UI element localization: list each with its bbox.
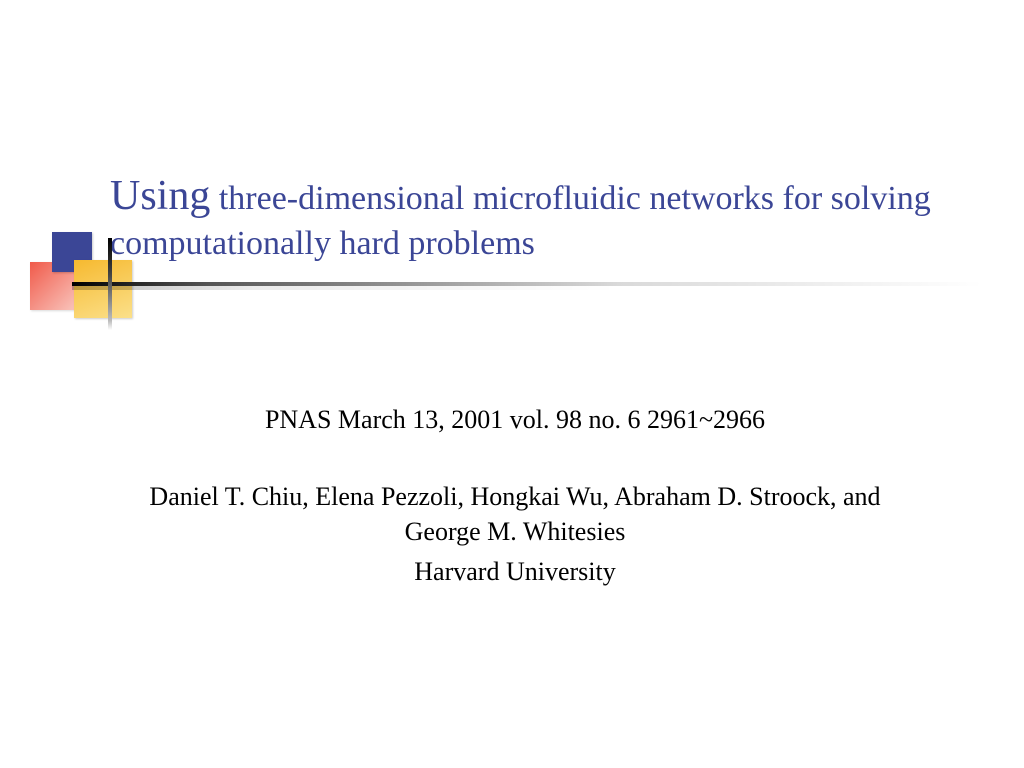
body-block: PNAS March 13, 2001 vol. 98 no. 6 2961~2… (120, 405, 910, 587)
affiliation-text: Harvard University (120, 557, 910, 587)
title-lead-word: Using (110, 173, 210, 219)
decor-square-blue (52, 232, 92, 272)
decor-bar-horizontal (72, 282, 982, 286)
title-slide: Using three-dimensional microfluidic net… (0, 0, 1024, 768)
decor-square-red (30, 262, 78, 310)
title-block: Using three-dimensional microfluidic net… (110, 170, 950, 265)
citation-text: PNAS March 13, 2001 vol. 98 no. 6 2961~2… (120, 405, 910, 435)
title-remainder: three-dimensional microfluidic networks … (110, 180, 931, 262)
authors-text: Daniel T. Chiu, Elena Pezzoli, Hongkai W… (120, 479, 910, 549)
slide-title: Using three-dimensional microfluidic net… (110, 170, 950, 265)
decor-square-yellow (74, 260, 132, 318)
decor-bar-horizontal-shadow (72, 286, 982, 290)
